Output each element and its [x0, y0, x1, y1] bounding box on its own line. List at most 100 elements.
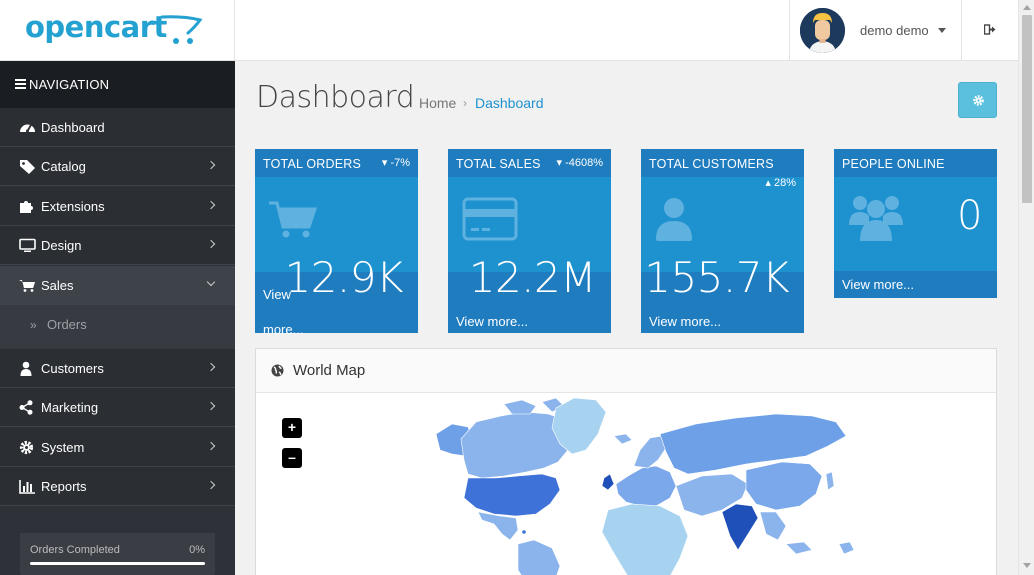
avatar [800, 8, 845, 53]
logo-text: opencart [25, 10, 167, 44]
page-title: Dashboard [256, 80, 415, 115]
globe-icon [271, 364, 284, 377]
tile-heading: PEOPLE ONLINE [834, 149, 997, 177]
tile-value: 12.2M [468, 253, 597, 302]
map-region-japan [825, 471, 835, 491]
view-more-link[interactable]: View more... [649, 314, 722, 329]
sidebar-item-label: Sales [41, 278, 74, 293]
sidebar-item-reports[interactable]: Reports [0, 467, 235, 506]
sidebar-item-label: Reports [41, 479, 87, 494]
credit-card-icon [462, 197, 518, 241]
tile-value: 155.7K [644, 253, 789, 302]
sidebar-item-marketing[interactable]: Marketing [0, 388, 235, 427]
map-region-usa [463, 473, 561, 517]
tile-title: TOTAL ORDERS [263, 157, 362, 171]
map-region-arctic-islands [503, 397, 565, 415]
view-more-link[interactable]: View more... [842, 277, 915, 292]
sidebar-item-label: Extensions [41, 199, 105, 214]
caret-up-icon: ▴ [765, 177, 771, 189]
map-region-southeast-asia [759, 511, 813, 555]
puzzle-icon [20, 201, 33, 213]
double-angle-right-icon: » [30, 318, 37, 332]
sidebar-item-customers[interactable]: Customers [0, 349, 235, 388]
panel-heading: World Map [256, 349, 996, 393]
map-region-south-america [517, 539, 561, 575]
tile-footer: View more... [448, 272, 611, 333]
top-header: opencart demo demo [0, 0, 1018, 61]
panel-title: World Map [293, 362, 366, 379]
sign-out-icon [984, 24, 996, 35]
caret-down-icon [938, 28, 946, 33]
chevron-right-icon [206, 401, 216, 411]
zoom-out-button[interactable]: – [282, 448, 302, 468]
chevron-right-icon [206, 362, 216, 372]
sidebar-item-extensions[interactable]: Extensions [0, 187, 235, 226]
caret-down-icon: ▾ [381, 157, 388, 169]
tag-icon [20, 160, 35, 174]
map-region-islands [838, 541, 855, 555]
sidebar-item-system[interactable]: System [0, 428, 235, 467]
progress-bar [30, 562, 205, 565]
chevron-right-icon [206, 200, 216, 210]
map-region-china [745, 461, 823, 511]
page-scrollbar[interactable] [1018, 0, 1034, 575]
tile-footer [255, 272, 418, 333]
shopping-cart-icon [269, 201, 317, 238]
zoom-in-button[interactable]: + [282, 418, 302, 438]
chevron-right-icon [206, 160, 216, 170]
tile-footer: View more... [834, 271, 997, 298]
gear-icon [973, 95, 984, 106]
user-icon [656, 198, 692, 241]
bars-icon [15, 79, 26, 91]
breadcrumb-dashboard[interactable]: Dashboard [475, 95, 544, 111]
logout-button[interactable] [962, 0, 1018, 61]
tile-footer: View more... [641, 272, 804, 333]
scroll-up-arrow-icon[interactable] [1023, 5, 1031, 10]
tile-title: PEOPLE ONLINE [842, 157, 945, 171]
view-more-link[interactable]: View more... [456, 314, 529, 329]
map-region-india [721, 503, 759, 551]
sidebar-subitem-label: Orders [47, 317, 87, 332]
scroll-thumb[interactable] [1022, 15, 1032, 203]
opencart-logo[interactable]: opencart [0, 0, 235, 61]
view-more-link[interactable]: View more... [263, 287, 304, 337]
scroll-down-arrow-icon[interactable] [1023, 563, 1031, 568]
map-region-mexico [477, 511, 519, 541]
settings-button[interactable] [958, 82, 997, 118]
gear-icon [19, 440, 34, 455]
map-region-russia [659, 413, 847, 475]
tile-title: TOTAL CUSTOMERS [649, 157, 774, 171]
world-map[interactable] [256, 394, 996, 575]
breadcrumb-home[interactable]: Home [419, 95, 457, 111]
sidebar-item-design[interactable]: Design [0, 226, 235, 265]
world-map-panel: World Map + – [255, 348, 997, 575]
sidebar-item-catalog[interactable]: Catalog [0, 147, 235, 186]
sidebar-item-label: Catalog [41, 159, 86, 174]
sidebar-item-label: Marketing [41, 400, 99, 415]
tile-value: 0 [957, 193, 982, 239]
map-region-caribbean [522, 530, 526, 534]
cart-icon [19, 280, 35, 292]
user-name: demo demo [860, 23, 929, 38]
tile-people-online: PEOPLE ONLINE 0 View more... [834, 149, 997, 298]
sidebar-item-label: Customers [41, 361, 104, 376]
tile-heading: TOTAL CUSTOMERS [641, 149, 804, 177]
sidebar-item-sales[interactable]: Sales [0, 266, 235, 305]
sidebar: NAVIGATION Dashboard Catalog Extensions … [0, 61, 235, 575]
sidebar-item-label: Design [41, 238, 82, 253]
orders-completed-progress: Orders Completed 0% [20, 533, 215, 575]
sidebar-item-label: Dashboard [41, 120, 105, 135]
cart-logo-icon [160, 15, 203, 44]
map-region-greenland [551, 397, 607, 455]
share-icon [19, 400, 33, 415]
caret-down-icon: ▾ [556, 157, 563, 169]
chevron-right-icon [206, 239, 216, 249]
map-region-uk [601, 473, 615, 491]
bar-chart-icon [19, 480, 35, 494]
users-icon [849, 196, 903, 241]
user-menu[interactable]: demo demo [789, 0, 962, 61]
sidebar-item-dashboard[interactable]: Dashboard [0, 108, 235, 147]
navigation-toggle[interactable]: NAVIGATION [0, 61, 235, 108]
map-region-scandinavia [633, 435, 667, 469]
sidebar-subitem-orders[interactable]: » Orders [0, 305, 235, 349]
